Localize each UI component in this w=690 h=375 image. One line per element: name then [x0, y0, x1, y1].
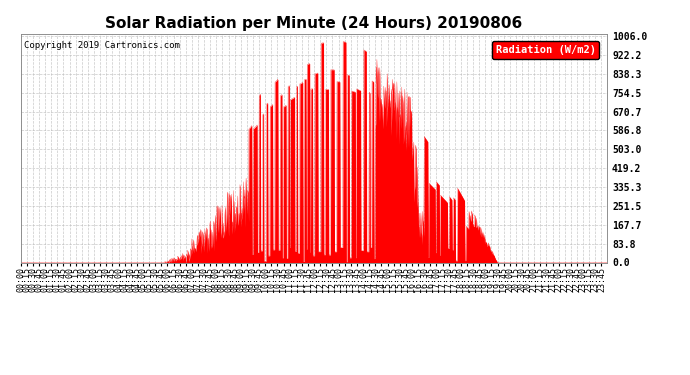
- Text: Copyright 2019 Cartronics.com: Copyright 2019 Cartronics.com: [23, 40, 179, 50]
- Legend: Radiation (W/m2): Radiation (W/m2): [492, 41, 600, 59]
- Title: Solar Radiation per Minute (24 Hours) 20190806: Solar Radiation per Minute (24 Hours) 20…: [106, 16, 522, 31]
